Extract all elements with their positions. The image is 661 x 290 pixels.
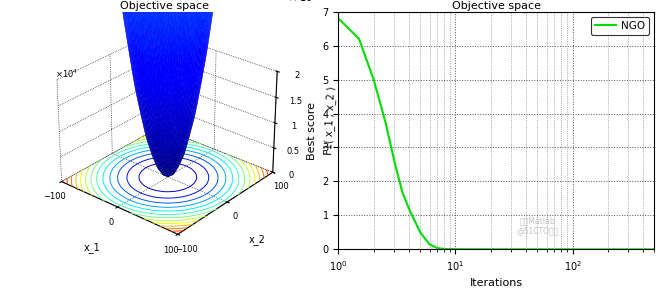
Y-axis label: x_2: x_2 xyxy=(249,234,266,245)
Text: $\times$ 10$^4$: $\times$ 10$^4$ xyxy=(288,0,317,4)
NGO xyxy=(650,248,658,251)
Line: NGO: NGO xyxy=(338,18,654,249)
Text: 天天Matlab
@51CTO博客: 天天Matlab @51CTO博客 xyxy=(516,216,559,235)
NGO xyxy=(462,248,470,251)
NGO xyxy=(367,70,375,73)
NGO xyxy=(581,248,589,251)
Text: $\times$10$^4$: $\times$10$^4$ xyxy=(56,68,79,80)
X-axis label: Iterations: Iterations xyxy=(470,278,523,289)
X-axis label: x_1: x_1 xyxy=(84,242,100,253)
Title: Objective space: Objective space xyxy=(452,1,541,11)
NGO xyxy=(334,17,342,20)
Y-axis label: Best score: Best score xyxy=(307,102,317,160)
NGO xyxy=(551,248,559,251)
Title: Objective space: Objective space xyxy=(120,1,209,11)
NGO xyxy=(569,248,577,251)
NGO xyxy=(587,248,595,251)
NGO xyxy=(474,248,482,251)
Legend: NGO: NGO xyxy=(591,17,649,35)
